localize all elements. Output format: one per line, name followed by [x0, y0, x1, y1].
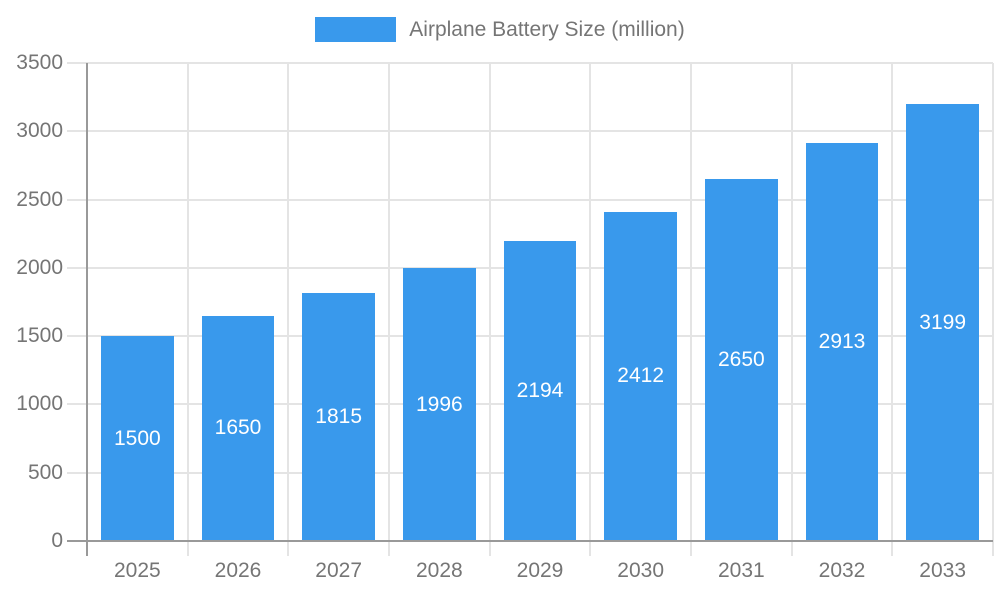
legend-label: Airplane Battery Size (million): [409, 17, 685, 41]
legend-swatch: [315, 17, 397, 42]
bar-2029[interactable]: [503, 241, 577, 541]
x-gridline: [388, 63, 390, 556]
y-axis-label: 1500: [16, 324, 63, 348]
x-axis-label: 2028: [415, 559, 463, 582]
bar-2033[interactable]: [906, 104, 979, 541]
y-gridline: [67, 198, 993, 201]
x-gridline: [589, 63, 592, 556]
y-axis-label: 500: [27, 460, 63, 484]
x-gridline: [488, 63, 491, 556]
y-gridline: [67, 130, 993, 133]
bar-value-label: 1815: [315, 405, 363, 429]
bar-value-label: 2650: [717, 348, 765, 372]
bar-value-label: 2194: [516, 379, 564, 403]
y-axis-label: 3500: [16, 51, 63, 74]
x-gridline: [287, 63, 290, 556]
x-axis-label: 2031: [717, 559, 765, 582]
x-axis-line: [67, 540, 993, 542]
bar-value-label: 1996: [415, 392, 463, 416]
y-axis-label: 2500: [16, 187, 63, 211]
y-axis-label: 0: [51, 529, 63, 552]
x-gridline: [891, 63, 894, 556]
x-axis-label: 2027: [315, 559, 363, 582]
bar-value-label: 2412: [617, 364, 665, 388]
x-axis-label: 2029: [516, 559, 564, 582]
bar-2030[interactable]: [604, 211, 677, 541]
bar-value-label: 1650: [214, 416, 262, 440]
y-axis-label: 3000: [16, 119, 63, 143]
bar-value-label: 3199: [919, 310, 967, 334]
x-axis-label: 2033: [919, 559, 967, 582]
x-gridline: [790, 63, 793, 556]
x-gridline: [690, 63, 692, 556]
y-gridline: [67, 62, 993, 64]
bar-2028[interactable]: [403, 268, 476, 541]
x-axis-label: 2025: [113, 559, 161, 582]
x-gridline: [186, 63, 189, 556]
bar-value-label: 1500: [113, 426, 161, 450]
bar-2027[interactable]: [302, 293, 375, 541]
y-axis-label: 2000: [16, 255, 63, 279]
bar-value-label: 2913: [818, 330, 866, 354]
y-axis-line: [86, 63, 88, 556]
bar-2026[interactable]: [201, 315, 275, 541]
x-gridline: [992, 63, 994, 556]
y-axis-label: 1000: [16, 392, 63, 416]
x-axis-label: 2030: [617, 559, 665, 582]
bar-2025[interactable]: [101, 336, 174, 541]
bar-2032[interactable]: [805, 143, 879, 541]
bar-2031[interactable]: [705, 179, 778, 541]
x-axis-label: 2026: [214, 559, 262, 582]
x-axis-label: 2032: [818, 559, 866, 582]
chart-legend[interactable]: Airplane Battery Size (million): [0, 17, 1000, 42]
